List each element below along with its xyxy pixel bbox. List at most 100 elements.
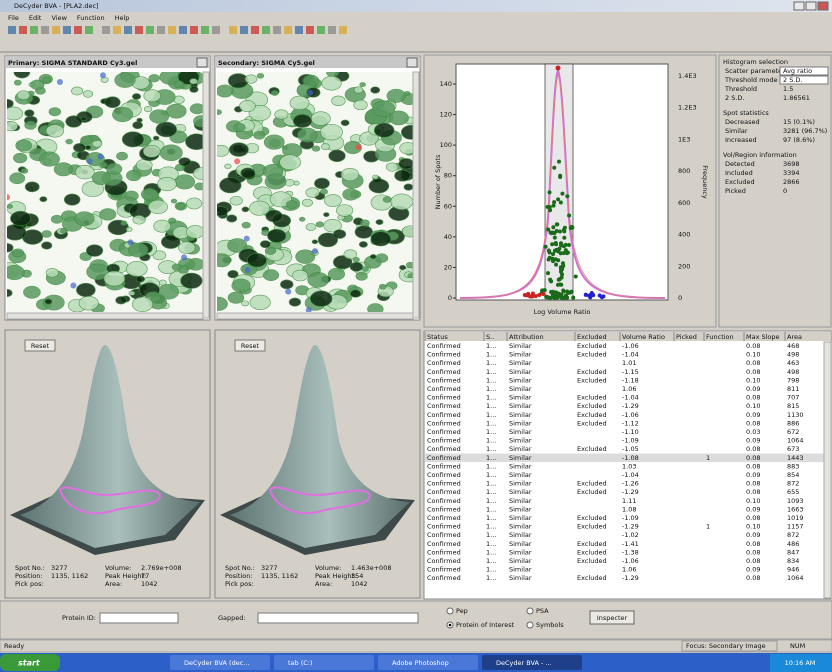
histogram-panel: 1401201008060402001.4E31.2E31E3800600400… [424,55,716,327]
window-controls[interactable] [794,2,828,10]
cell: 1... [486,531,496,539]
spot-point [551,225,555,229]
toolbar-button[interactable] [124,26,132,34]
column-header[interactable]: Function [706,333,734,341]
spot [371,232,391,246]
toolbar-button[interactable] [113,26,121,34]
toolbar-button[interactable] [74,26,82,34]
task-label: Adobe Photoshop [392,659,449,667]
toolbar-button[interactable] [201,26,209,34]
cell: 0.08 [746,480,760,488]
spot-point [557,292,561,296]
toolbar-button[interactable] [339,26,347,34]
spot-point [559,243,563,247]
radio[interactable] [527,622,533,628]
toolbar-button[interactable] [19,26,27,34]
spot [341,120,349,126]
spot [126,227,132,231]
field-label: Scatter parameter [725,67,785,75]
radio-label: Symbols [536,621,564,629]
toolbar-button[interactable] [135,26,143,34]
spot [324,194,341,206]
cell: Similar [509,480,532,488]
spot [126,261,147,276]
toolbar-button[interactable] [63,26,71,34]
marker [181,254,187,260]
spot-point [560,192,564,196]
y-tick-label: 80 [444,172,452,180]
toolbar-button[interactable] [102,26,110,34]
spot [136,276,145,282]
menu-item[interactable]: View [51,14,67,22]
toolbar-button[interactable] [295,26,303,34]
info-value: 1135, 1162 [261,572,298,580]
toolbar-button[interactable] [190,26,198,34]
input[interactable] [258,613,418,623]
radio[interactable] [527,608,533,614]
spot [290,96,309,110]
toolbar-button[interactable] [306,26,314,34]
toolbar-button[interactable] [85,26,93,34]
cell: 1... [486,445,496,453]
cell: 0.08 [746,462,760,470]
column-header[interactable]: Max Slope [746,333,780,341]
info-label: Peak Height: [315,572,356,580]
spot [190,104,204,114]
spot [386,163,398,172]
cell: 0.10 [746,376,760,384]
toolbar-button[interactable] [229,26,237,34]
cell: 1 [706,454,710,462]
menu-item[interactable]: Help [115,14,130,22]
spot [312,146,320,151]
cell: -1.29 [622,488,639,496]
info-label: Position: [15,572,43,580]
toolbar-button[interactable] [251,26,259,34]
gel-image [0,67,210,313]
toolbar-button[interactable] [212,26,220,34]
toolbar-button[interactable] [179,26,187,34]
toolbar-button[interactable] [30,26,38,34]
toolbar-button[interactable] [8,26,16,34]
column-header[interactable]: Picked [676,333,697,341]
cell: Confirmed [427,368,461,376]
cell: Confirmed [427,428,461,436]
menu-item[interactable]: Function [77,14,105,22]
y-tick-label: 20 [444,263,452,271]
spot [13,153,27,163]
toolbar-button[interactable] [168,26,176,34]
spot [299,217,305,221]
column-header[interactable]: S.. [486,333,494,341]
menu-item[interactable]: Edit [29,14,42,22]
field-value: 3394 [783,169,800,177]
dropdown[interactable] [197,58,207,67]
radio[interactable] [447,608,453,614]
spot-point [534,294,538,298]
toolbar-button[interactable] [328,26,336,34]
toolbar-button[interactable] [262,26,270,34]
spot [225,164,232,169]
cell: Excluded [577,376,607,384]
spot [83,91,93,98]
toolbar-button[interactable] [157,26,165,34]
dropdown[interactable] [407,58,417,67]
spot [298,128,318,142]
column-header[interactable]: Area [787,333,802,341]
cell: -1.09 [622,514,639,522]
input[interactable] [100,613,178,623]
toolbar-button[interactable] [284,26,292,34]
toolbar-button[interactable] [317,26,325,34]
toolbar-button[interactable] [273,26,281,34]
column-header[interactable]: Volume Ratio [622,333,665,341]
column-header[interactable]: Excluded [577,333,607,341]
column-header[interactable]: Attribution [509,333,544,341]
toolbar-button[interactable] [240,26,248,34]
cell: 468 [787,342,799,350]
toolbar-button[interactable] [41,26,49,34]
toolbar-button[interactable] [52,26,60,34]
spot [25,182,39,192]
menu-item[interactable]: File [8,14,19,22]
column-header[interactable]: Status [427,333,448,341]
spot [190,78,198,84]
spot-point [547,257,551,261]
toolbar-button[interactable] [146,26,154,34]
